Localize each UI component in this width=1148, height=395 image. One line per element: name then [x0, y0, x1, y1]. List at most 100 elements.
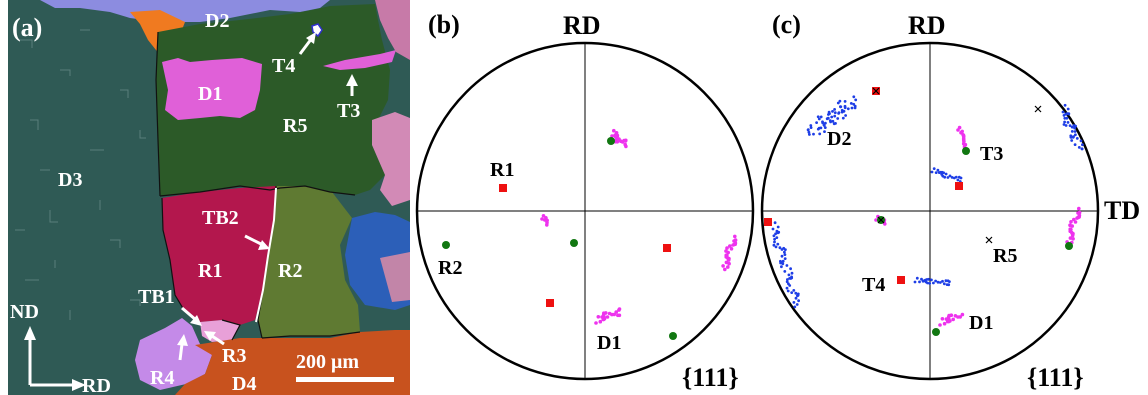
pf-c-blue-cluster-point	[844, 114, 847, 117]
pf-c-blue-cluster-point	[842, 109, 846, 113]
pf-c-blue-cluster-point	[942, 171, 945, 175]
pf-c-blue-cluster-point	[822, 124, 826, 127]
pf-c-blue-cluster-point	[827, 110, 831, 114]
pf-c-blue-cluster	[1061, 103, 1084, 151]
label-d3: D3	[58, 169, 82, 191]
pf-c-blue-cluster-point	[790, 271, 794, 275]
pf-c-blue-cluster-point	[954, 175, 958, 179]
pf-c-blue-cluster-point	[849, 102, 853, 105]
pf-c-blue-cluster-point	[818, 132, 822, 136]
pf-c-blue-cluster-point	[1074, 133, 1077, 137]
pf-c-blue-cluster-point	[821, 120, 824, 124]
pf-c-magenta-cluster-point	[1068, 223, 1072, 227]
pf-c-red-marker	[897, 276, 905, 284]
panel-label-c: (c)	[772, 10, 801, 39]
pf-c-magenta-cluster-point	[960, 312, 965, 317]
pf-b-red-marker	[546, 299, 554, 307]
pf-c-blue-cluster-point	[948, 174, 952, 178]
pf-c-blue-cluster-point	[823, 130, 826, 134]
pf-c-magenta-cluster-point	[942, 321, 947, 326]
pf-c-blue-cluster-point	[944, 279, 948, 283]
pf-c-magenta-cluster-point	[962, 139, 966, 144]
pf-b-green-marker	[570, 239, 578, 247]
pf-b-magenta-cluster-point	[615, 140, 620, 144]
pf-c-magenta-cluster-point	[1077, 206, 1081, 211]
pf-c-blue-cluster-point	[816, 127, 820, 131]
pf-c-blue-cluster-point	[780, 265, 783, 269]
pf-c-blue-cluster-point	[781, 262, 785, 266]
pf-c-blue-cluster-point	[1061, 110, 1065, 114]
pf-c-red-marker	[955, 182, 963, 190]
pf-b-magenta-cluster-point	[610, 134, 614, 138]
pf-c-blue-cluster-point	[927, 277, 930, 281]
pf-c-blue-cluster-point	[771, 227, 775, 231]
ebsd-arrows	[177, 32, 358, 361]
pf-c-blue-cluster-point	[959, 176, 963, 180]
grain-r5	[156, 4, 390, 196]
pf-c-index: {111}	[1027, 363, 1084, 392]
scale-bar-label: 200 μm	[296, 351, 359, 373]
pf-c-blue-cluster-point	[1064, 124, 1068, 127]
pf-c-blue-cluster-point	[773, 237, 776, 241]
pf-c-blue-cluster-point	[776, 225, 780, 229]
label-t3: T3	[337, 100, 360, 122]
pf-c-rd-label: RD	[908, 11, 946, 40]
pf-c-green-marker	[1065, 242, 1073, 250]
label-d1: D1	[198, 83, 222, 105]
pf-c-blue-cluster-point	[948, 280, 951, 283]
pf-c-blue-cluster-point	[934, 279, 937, 283]
pf-c-label-t4: T4	[862, 274, 885, 296]
pf-c-label-r5: R5	[993, 245, 1017, 267]
pf-c-magenta-cluster-point	[958, 315, 962, 319]
pf-c-cross-marker	[877, 216, 885, 224]
pf-c-blue-cluster-point	[772, 234, 776, 238]
pf-c-magenta-cluster-point	[938, 323, 942, 327]
pf-c-blue-cluster-point	[774, 232, 777, 236]
pf-c-blue-cluster-point	[839, 105, 843, 109]
pf-c-blue-cluster-point	[794, 291, 798, 295]
pf-b-magenta-cluster-point	[612, 128, 616, 133]
pf-b-magenta-cluster-point	[726, 265, 730, 269]
pf-c-cross-marker	[985, 236, 993, 244]
pf-c-blue-cluster-point	[819, 115, 823, 119]
pf-c-blue-cluster-point	[779, 261, 782, 265]
pf-c-blue-cluster-point	[807, 130, 811, 134]
ebsd-map-panel	[8, 0, 410, 395]
pf-c-blue-cluster-point	[774, 245, 778, 249]
pf-b-green-marker	[669, 332, 677, 340]
pf-c-blue-cluster-point	[843, 104, 847, 108]
pf-c-blue-cluster-point	[846, 107, 850, 111]
pf-b-magenta-cluster-point	[604, 311, 608, 315]
pf-c-blue-cluster-point	[809, 124, 813, 127]
pf-b-magenta-cluster-point	[617, 313, 622, 318]
pf-b-magenta-cluster-point	[541, 214, 546, 218]
pf-c-blue-cluster-point	[817, 117, 821, 121]
pf-c-blue-cluster-point	[941, 279, 944, 283]
pf-c-blue-cluster-point	[795, 303, 799, 306]
pf-c-blue-cluster-point	[1062, 114, 1066, 117]
pf-b-magenta-cluster	[540, 214, 549, 227]
pf-c-blue-cluster-point	[834, 122, 837, 125]
pf-c-blue-cluster-point	[792, 289, 796, 292]
grain-r4	[135, 318, 212, 390]
grain-pink-right	[375, 0, 410, 60]
pf-b-magenta-cluster-point	[733, 234, 737, 239]
grain-d3-texture	[15, 29, 146, 320]
pf-b-green-marker	[442, 241, 450, 249]
grain-pink-right-bottom	[380, 252, 410, 302]
pf-c-blue-cluster-point	[783, 270, 787, 273]
pf-c-blue-cluster-point	[838, 99, 842, 103]
pf-b-magenta-cluster-point	[545, 219, 549, 223]
pf-c-red-marker	[764, 218, 772, 226]
grain-d1	[162, 58, 262, 120]
pf-b-magenta-cluster-point	[725, 246, 729, 250]
pf-c-blue-cluster-point	[1070, 139, 1074, 142]
pf-c-green-marker	[962, 147, 970, 155]
pole-figure-c: (c) RD TD {111} D2 T3 R5 T4 D1	[760, 10, 1140, 392]
pf-c-blue-cluster-point	[806, 128, 810, 132]
pf-c-blue-cluster-point	[926, 281, 929, 285]
pole-figure-b: (b) RD {111} R1 R2 D1	[415, 10, 755, 392]
pf-c-magenta-cluster-point	[1068, 236, 1073, 240]
pf-b-red-marker	[499, 184, 507, 192]
pf-c-blue-cluster-point	[812, 132, 815, 136]
